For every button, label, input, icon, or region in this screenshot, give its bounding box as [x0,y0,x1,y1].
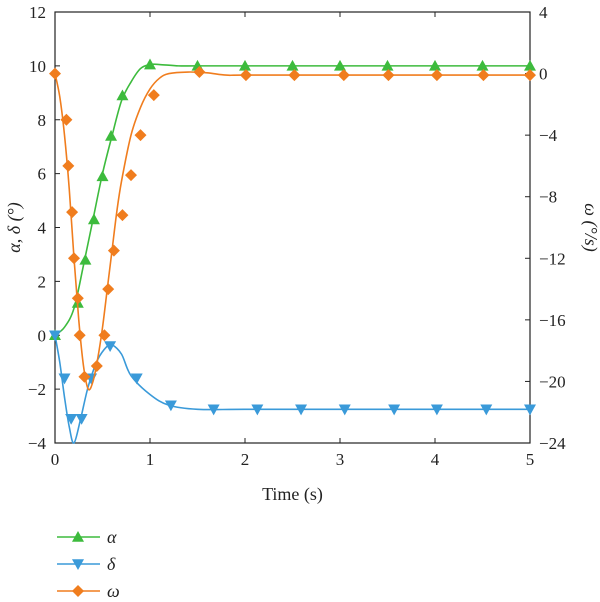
y-left-tick-label: 0 [38,326,47,345]
data-point [75,413,88,425]
legend: αδω [57,527,120,601]
data-point [480,404,493,416]
data-point [430,404,443,416]
data-point [116,89,129,101]
y-left-tick-label: 4 [38,219,47,238]
x-tick-label: 0 [51,450,60,469]
data-point [49,330,61,342]
data-point [134,129,147,142]
data-point [382,69,395,82]
y-right-tick-label: 0 [539,65,548,84]
data-point [337,69,350,82]
data-point [87,213,100,225]
data-point [334,59,346,71]
legend-swatch-marker [72,531,84,542]
x-tick-label: 2 [241,450,250,469]
y-axis-left-label: α, δ (°) [4,202,25,253]
y-right-tick-label: −20 [539,372,566,391]
x-tick-label: 4 [431,450,440,469]
data-point [147,89,160,102]
series-line [54,335,530,444]
data-point [295,404,308,416]
data-point [524,69,536,82]
data-point [102,283,115,296]
data-point [239,59,251,71]
data-point [107,244,120,257]
y-right-tick-label: −12 [539,249,566,268]
series-line [54,63,530,336]
data-point [58,373,71,385]
legend-swatch-marker [72,585,84,597]
legend-item: α [57,527,117,547]
x-tick-label: 5 [526,450,535,469]
y-left-tick-label: 8 [38,111,47,130]
series-3 [49,66,536,391]
data-point [286,59,299,71]
x-tick-label: 1 [146,450,155,469]
data-point [116,209,129,222]
series-2 [49,330,536,444]
legend-item: δ [57,554,116,574]
data-point [130,373,143,385]
y-left-tick-label: −4 [28,434,47,453]
data-point [96,170,109,182]
data-point [388,404,401,416]
legend-swatch-marker [72,559,84,570]
data-point [79,253,92,265]
y-left-tick-label: 12 [29,3,46,22]
data-point [251,404,264,416]
data-point [207,404,220,416]
data-point [78,370,91,383]
series-1 [49,58,536,341]
legend-label: α [107,527,117,547]
data-point [239,69,252,82]
y-axis-right-label: ω (°/s) [580,203,600,251]
series-line [54,71,530,391]
x-tick-label: 3 [336,450,345,469]
y-left-tick-label: 6 [38,165,47,184]
data-point [144,58,156,70]
y-left-tick-label: −2 [28,380,46,399]
y-right-tick-label: 4 [539,3,548,22]
y-left-tick-label: 2 [38,272,47,291]
data-point [164,400,177,412]
y-right-tick-label: −16 [539,311,566,330]
data-point [62,159,75,172]
data-point [105,129,118,141]
series-layer [49,58,536,444]
data-point [429,59,441,71]
legend-item: ω [57,581,120,601]
y-left-tick-label: 10 [29,57,46,76]
y-right-tick-label: −24 [539,434,566,453]
data-point [49,67,61,80]
data-point [524,59,536,71]
data-point [430,69,443,82]
data-point [68,252,80,265]
data-point [288,69,301,82]
legend-label: δ [107,554,116,574]
x-axis-label: Time (s) [262,484,323,505]
data-point [98,329,111,342]
data-point [66,206,79,219]
data-point [524,404,536,416]
data-point [477,69,490,82]
y-right-tick-label: −8 [539,188,557,207]
data-point [338,404,351,416]
data-point [193,66,206,79]
data-point [125,169,137,182]
data-point [104,341,117,353]
data-point [381,59,394,71]
legend-label: ω [107,581,120,601]
data-point [65,413,78,425]
data-point [71,292,84,305]
data-point [90,360,103,373]
data-point [73,329,86,342]
y-right-tick-label: −4 [539,126,558,145]
data-point [476,59,489,71]
data-point [60,113,73,126]
